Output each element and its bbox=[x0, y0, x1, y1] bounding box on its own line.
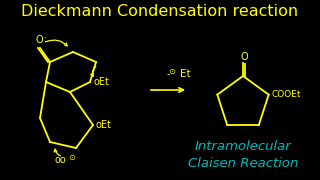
Text: -: - bbox=[166, 69, 170, 79]
Text: oo: oo bbox=[54, 155, 66, 165]
FancyArrowPatch shape bbox=[45, 40, 67, 46]
Text: O: O bbox=[35, 35, 43, 45]
FancyArrowPatch shape bbox=[54, 149, 60, 156]
Text: O: O bbox=[240, 52, 248, 62]
FancyArrowPatch shape bbox=[91, 67, 96, 76]
Text: Intramolecular
Claisen Reaction: Intramolecular Claisen Reaction bbox=[188, 140, 298, 170]
Text: oEt: oEt bbox=[94, 77, 110, 87]
Text: Et: Et bbox=[180, 69, 191, 79]
Text: ⊙: ⊙ bbox=[68, 154, 76, 163]
Text: :: : bbox=[44, 35, 46, 44]
Text: COOEt: COOEt bbox=[272, 90, 301, 99]
Text: oEt: oEt bbox=[96, 120, 112, 130]
Text: Dieckmann Condensation reaction: Dieckmann Condensation reaction bbox=[21, 3, 299, 19]
Text: ⊙: ⊙ bbox=[169, 68, 175, 76]
